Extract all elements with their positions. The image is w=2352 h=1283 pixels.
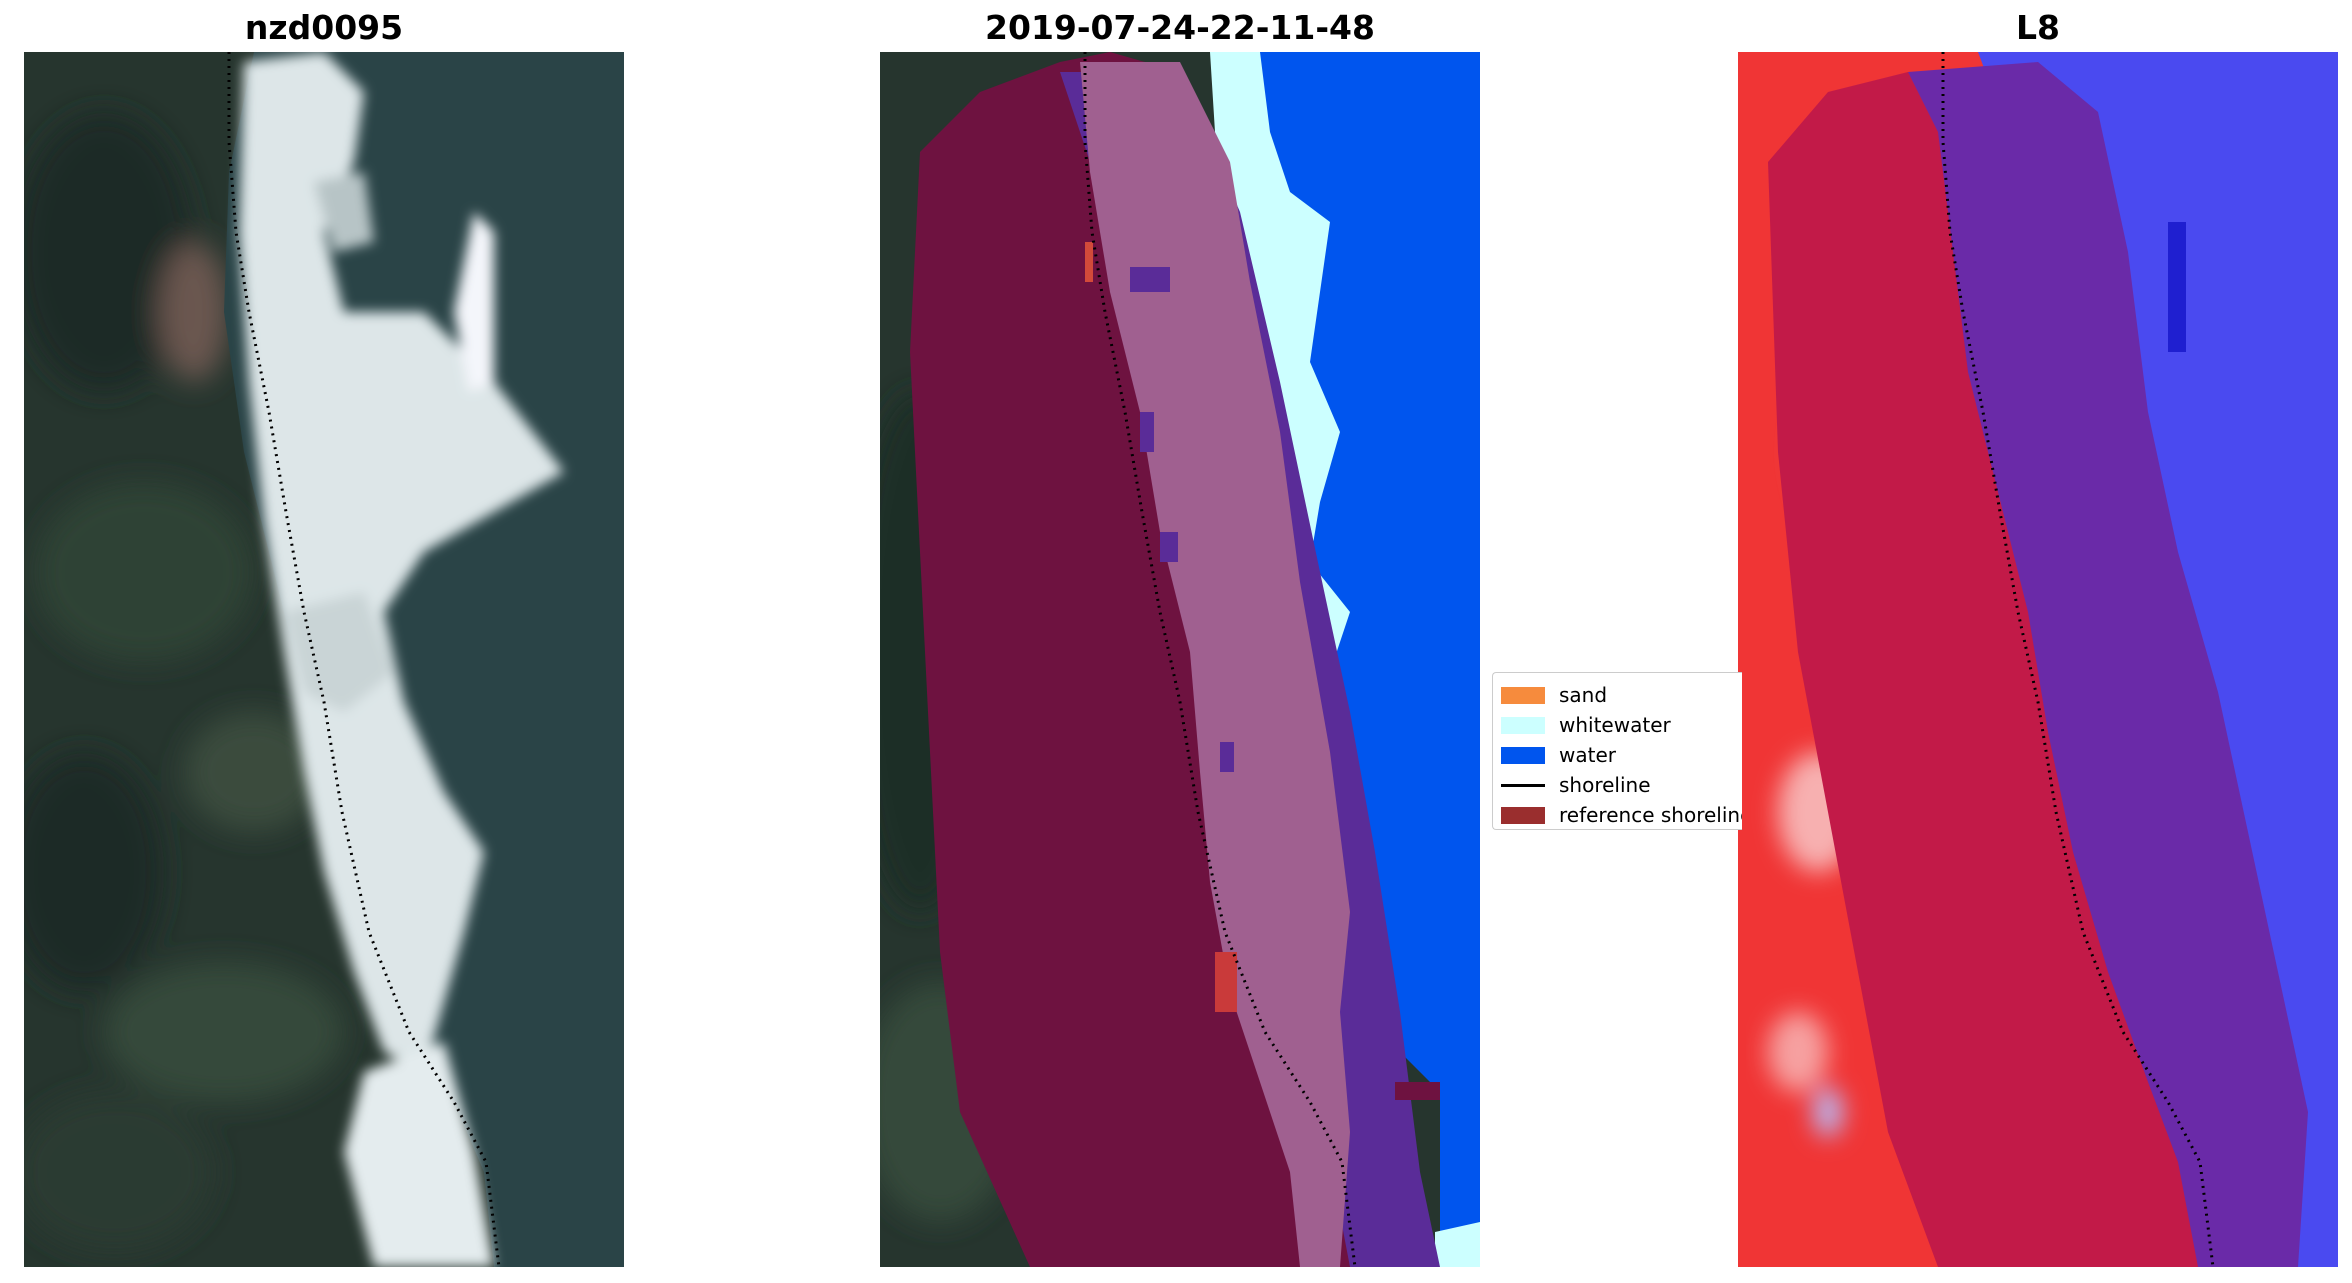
legend-item-whitewater: whitewater xyxy=(1501,711,1671,739)
classification-image-panel xyxy=(880,52,1480,1267)
legend-label: shoreline xyxy=(1559,773,1651,797)
legend-label: whitewater xyxy=(1559,713,1671,737)
legend-item-sand: sand xyxy=(1501,681,1607,709)
rgb-image xyxy=(24,52,624,1267)
panel-title-index: L8 xyxy=(2016,8,2060,47)
legend-item-water: water xyxy=(1501,741,1616,769)
index-image xyxy=(1738,52,2338,1267)
legend-item-shoreline: shoreline xyxy=(1501,771,1651,799)
whitewater-swatch xyxy=(1501,716,1545,734)
shoreline-line-swatch xyxy=(1501,783,1545,787)
panel-title-rgb: nzd0095 xyxy=(244,8,404,47)
water-swatch xyxy=(1501,746,1545,764)
panel-title-classification: 2019-07-24-22-11-48 xyxy=(985,8,1375,47)
sand-swatch xyxy=(1501,686,1545,704)
reference-shoreline-swatch xyxy=(1501,806,1545,824)
legend-label: reference shoreline xyxy=(1559,803,1742,827)
rgb-image-panel xyxy=(24,52,624,1267)
legend-item-reference-shoreline: reference shoreline xyxy=(1501,801,1742,829)
index-image-panel xyxy=(1738,52,2338,1267)
classification-image xyxy=(880,52,1480,1267)
legend: sand whitewater water shoreline referenc… xyxy=(1492,672,1742,830)
legend-label: sand xyxy=(1559,683,1608,707)
legend-label: water xyxy=(1559,743,1616,767)
